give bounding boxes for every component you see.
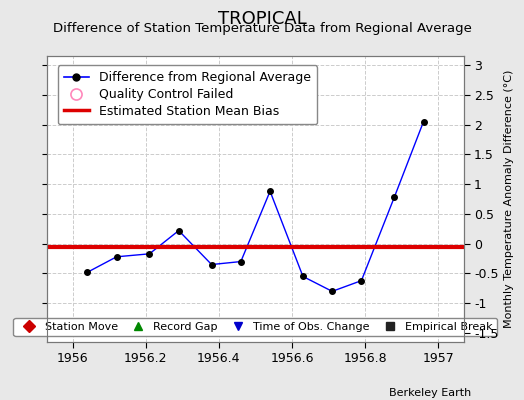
Text: Berkeley Earth: Berkeley Earth [389, 388, 472, 398]
Legend: Station Move, Record Gap, Time of Obs. Change, Empirical Break: Station Move, Record Gap, Time of Obs. C… [14, 318, 497, 336]
Text: TROPICAL: TROPICAL [217, 10, 307, 28]
Text: Difference of Station Temperature Data from Regional Average: Difference of Station Temperature Data f… [52, 22, 472, 35]
Y-axis label: Monthly Temperature Anomaly Difference (°C): Monthly Temperature Anomaly Difference (… [504, 70, 514, 328]
